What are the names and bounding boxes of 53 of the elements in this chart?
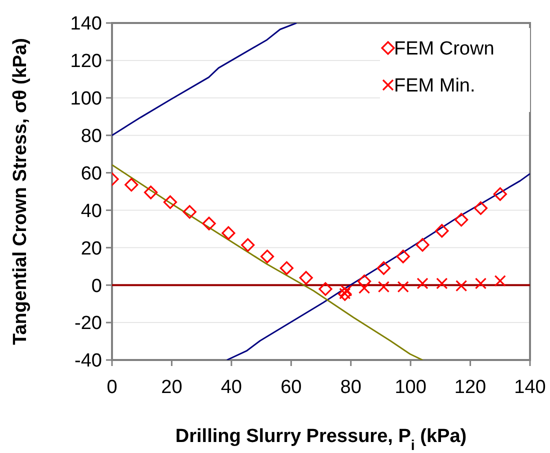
point	[378, 280, 390, 293]
x-tick-label: 40	[220, 377, 242, 398]
y-tick-label: 60	[80, 163, 102, 184]
legend-label: FEM Min.	[394, 76, 476, 97]
point	[474, 278, 487, 290]
y-tick-label: 80	[80, 126, 102, 147]
legend-label: FEM Crown	[394, 38, 494, 60]
point	[241, 238, 255, 252]
point	[435, 224, 449, 238]
line-series	[112, 23, 298, 136]
point	[474, 201, 488, 215]
point	[280, 261, 294, 275]
point	[222, 226, 236, 240]
point	[376, 261, 390, 275]
point	[299, 271, 313, 285]
y-tick-label: 20	[80, 238, 102, 260]
point	[436, 278, 448, 290]
line-series	[112, 164, 424, 360]
x-tick-label: 0	[106, 377, 118, 398]
x-tick-label: 100	[394, 377, 426, 398]
x-tick-label: 60	[280, 377, 302, 398]
y-axis-title: Tangential Crown Stress, σθ (kPa)	[10, 38, 31, 345]
point	[416, 278, 428, 290]
y-tick-label: -40	[74, 350, 102, 372]
x-tick-label: 80	[340, 377, 362, 398]
y-tick-label: 140	[70, 14, 102, 35]
line-series	[226, 172, 530, 360]
point	[396, 250, 410, 264]
point	[416, 238, 430, 252]
point	[124, 178, 138, 192]
point	[456, 280, 468, 292]
y-tick-label: 0	[91, 276, 102, 297]
y-tick-label: 120	[70, 51, 102, 72]
y-tick-label: -20	[74, 313, 102, 334]
x-axis-title: Drilling Slurry Pressure, P$_{i}$ (kPa)	[175, 426, 467, 453]
point	[144, 186, 158, 200]
point	[318, 282, 332, 296]
point	[163, 195, 178, 209]
point	[493, 187, 507, 201]
point	[454, 212, 468, 227]
x-tick-label: 120	[454, 377, 486, 398]
point	[260, 250, 274, 264]
point	[494, 275, 506, 287]
point	[397, 280, 409, 293]
point	[357, 274, 372, 288]
point	[340, 284, 352, 297]
x-tick-label: 140	[514, 377, 546, 398]
point	[182, 205, 196, 219]
point	[358, 282, 370, 294]
x-tick-label: 20	[161, 377, 182, 398]
point	[202, 216, 216, 230]
y-tick-label: 100	[70, 88, 102, 110]
y-tick-label: 40	[80, 200, 102, 222]
